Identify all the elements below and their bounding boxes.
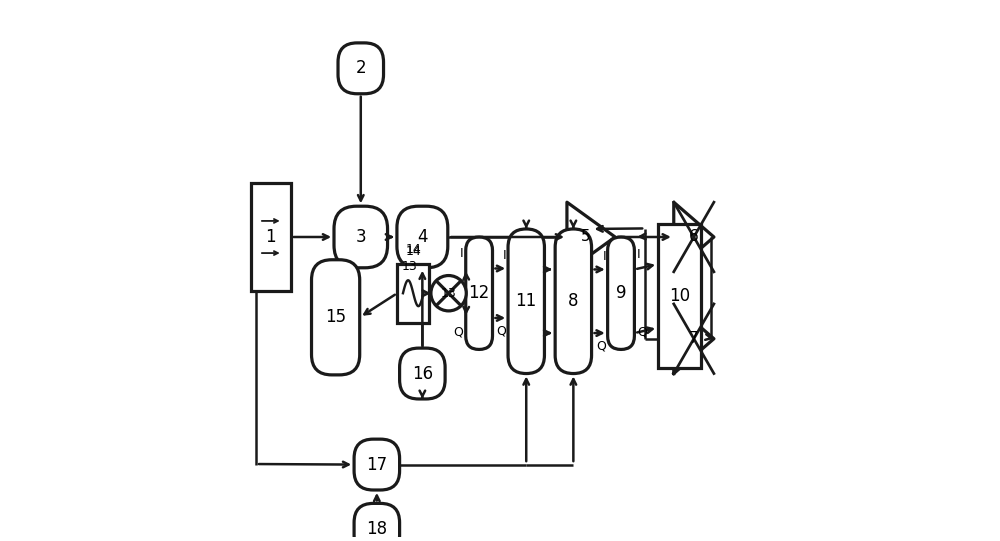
Text: 16: 16 — [412, 365, 433, 382]
Text: 11: 11 — [516, 292, 537, 310]
Text: 1: 1 — [266, 228, 276, 246]
FancyBboxPatch shape — [555, 229, 592, 373]
FancyBboxPatch shape — [354, 439, 400, 490]
Text: 2: 2 — [355, 60, 366, 77]
FancyBboxPatch shape — [608, 237, 634, 349]
Text: 14: 14 — [405, 243, 421, 256]
FancyBboxPatch shape — [397, 206, 448, 268]
Circle shape — [431, 275, 466, 311]
FancyBboxPatch shape — [400, 348, 445, 399]
Polygon shape — [567, 202, 615, 272]
Text: 13: 13 — [441, 287, 456, 300]
Text: 7: 7 — [689, 331, 699, 346]
Text: 9: 9 — [616, 284, 626, 302]
Text: 3: 3 — [355, 228, 366, 246]
Text: Q: Q — [454, 326, 464, 339]
Text: 6: 6 — [689, 229, 699, 245]
Text: 12: 12 — [468, 284, 490, 302]
Text: I: I — [460, 247, 464, 260]
Text: I: I — [637, 248, 641, 261]
FancyBboxPatch shape — [338, 43, 384, 94]
Bar — [397, 264, 429, 322]
FancyBboxPatch shape — [334, 206, 388, 268]
Text: I: I — [503, 249, 506, 262]
Text: 15: 15 — [325, 308, 346, 326]
Text: I: I — [602, 250, 606, 263]
Polygon shape — [674, 202, 714, 272]
FancyBboxPatch shape — [508, 229, 544, 373]
Text: 5: 5 — [581, 229, 590, 245]
Bar — [658, 223, 701, 368]
Bar — [251, 183, 291, 291]
FancyBboxPatch shape — [312, 260, 360, 375]
Text: 8: 8 — [568, 292, 579, 310]
Text: 4: 4 — [417, 228, 428, 246]
Text: 13: 13 — [402, 260, 418, 273]
Polygon shape — [674, 304, 714, 373]
FancyBboxPatch shape — [466, 237, 493, 349]
Text: 14: 14 — [405, 246, 421, 259]
Text: Q: Q — [637, 325, 647, 338]
FancyBboxPatch shape — [354, 503, 400, 541]
Text: Q: Q — [596, 340, 606, 353]
Text: 17: 17 — [366, 456, 387, 473]
Text: 10: 10 — [669, 287, 690, 305]
Text: 18: 18 — [366, 520, 387, 538]
Text: Q: Q — [497, 325, 506, 338]
